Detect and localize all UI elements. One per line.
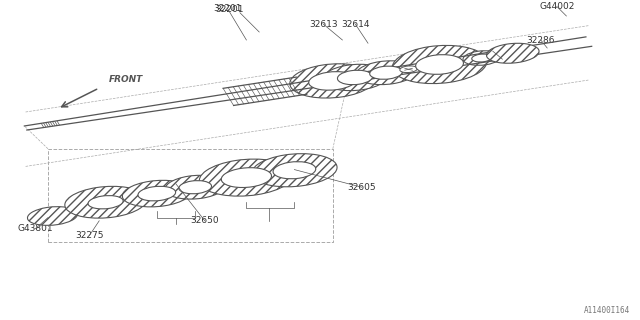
Ellipse shape <box>165 175 225 199</box>
Text: A11400I164: A11400I164 <box>584 306 630 315</box>
Ellipse shape <box>370 66 403 79</box>
Text: 32613: 32613 <box>309 20 337 28</box>
Text: 32286: 32286 <box>527 36 555 44</box>
Text: 32614: 32614 <box>341 20 369 28</box>
Text: 32275: 32275 <box>76 231 104 240</box>
Ellipse shape <box>337 70 372 85</box>
Ellipse shape <box>323 64 388 91</box>
Ellipse shape <box>273 162 316 179</box>
Ellipse shape <box>486 43 539 63</box>
Ellipse shape <box>415 55 463 74</box>
Ellipse shape <box>88 196 123 209</box>
Ellipse shape <box>463 51 500 65</box>
Ellipse shape <box>308 72 356 90</box>
Text: 32650: 32650 <box>191 216 219 225</box>
Text: 32605: 32605 <box>348 183 376 192</box>
Ellipse shape <box>122 180 191 207</box>
Text: G44002: G44002 <box>539 2 575 11</box>
Text: FRONT: FRONT <box>109 75 143 84</box>
Ellipse shape <box>199 159 294 196</box>
Text: 32201: 32201 <box>215 5 243 14</box>
Text: 32201: 32201 <box>213 4 241 12</box>
Text: G43801: G43801 <box>17 224 53 233</box>
Ellipse shape <box>138 186 175 201</box>
Ellipse shape <box>28 207 77 225</box>
Ellipse shape <box>290 64 375 98</box>
Ellipse shape <box>252 154 337 187</box>
Ellipse shape <box>65 186 147 218</box>
Ellipse shape <box>392 45 486 84</box>
Ellipse shape <box>179 180 212 194</box>
Ellipse shape <box>400 66 417 73</box>
Ellipse shape <box>472 54 492 62</box>
Ellipse shape <box>356 61 416 84</box>
Text: 32276: 32276 <box>488 55 516 64</box>
Ellipse shape <box>221 168 271 188</box>
